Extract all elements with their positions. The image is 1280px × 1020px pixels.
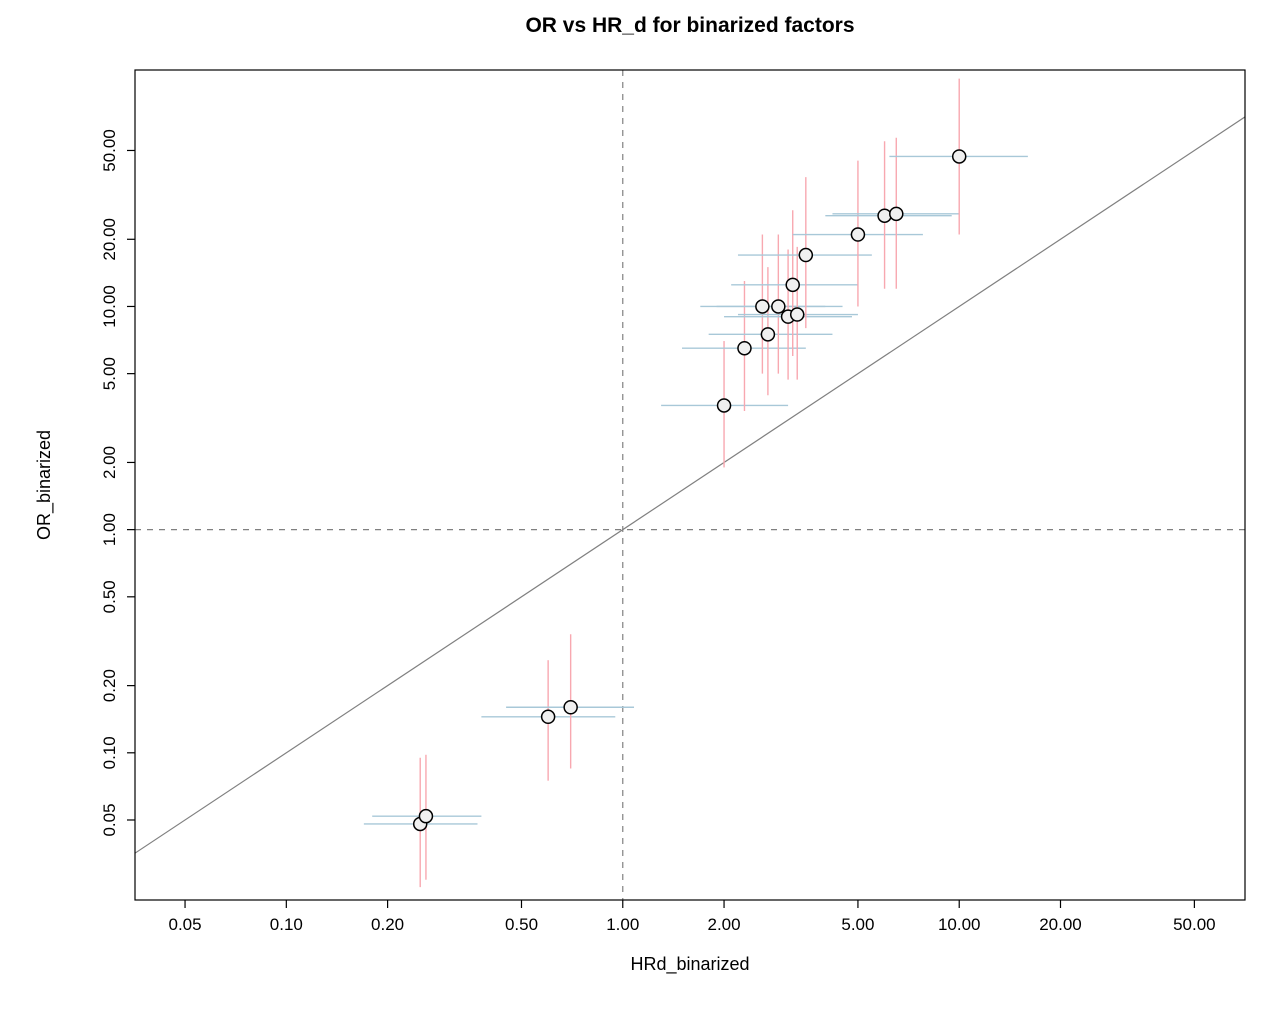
x-tick-label: 0.05 [168,915,201,934]
data-point [851,228,864,241]
scatter-chart: OR vs HR_d for binarized factors 0.05 0.10… [0,0,1280,1020]
x-tick-label: 5.00 [841,915,874,934]
x-tick-label: 0.10 [270,915,303,934]
y-tick-label: 5.00 [100,357,119,390]
y-tick-label: 0.05 [100,803,119,836]
y-tick-label: 50.00 [100,129,119,172]
data-point [564,701,577,714]
x-axis-label: HRd_binarized [630,954,749,975]
data-point [786,278,799,291]
chart-container: OR vs HR_d for binarized factors 0.05 0.10… [0,0,1280,1020]
x-tick-label: 20.00 [1039,915,1082,934]
y-tick-label: 2.00 [100,446,119,479]
data-point [878,209,891,222]
x-tick-label: 0.50 [505,915,538,934]
y-tick-label: 10.00 [100,285,119,328]
data-point [772,300,785,313]
chart-title: OR vs HR_d for binarized factors [525,14,854,37]
y-tick-label: 0.10 [100,736,119,769]
data-point [542,710,555,723]
y-tick-label: 1.00 [100,513,119,546]
data-point [799,249,812,262]
chart-bg [0,0,1280,1020]
y-axis-label: OR_binarized [34,430,55,540]
y-tick-label: 0.50 [100,580,119,613]
y-tick-label: 0.20 [100,669,119,702]
x-tick-label: 1.00 [606,915,639,934]
x-tick-label: 50.00 [1173,915,1216,934]
data-point [953,150,966,163]
data-point [761,328,774,341]
data-point [718,399,731,412]
data-point [791,308,804,321]
data-point [419,810,432,823]
data-point [738,342,751,355]
x-tick-label: 2.00 [708,915,741,934]
y-tick-label: 20.00 [100,218,119,261]
x-tick-label: 10.00 [938,915,981,934]
data-point [890,207,903,220]
data-point [756,300,769,313]
x-tick-label: 0.20 [371,915,404,934]
